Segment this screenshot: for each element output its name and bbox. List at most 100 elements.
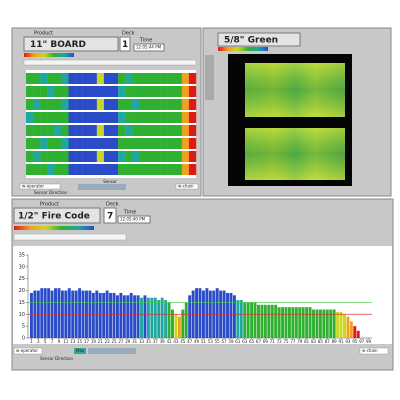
bar	[232, 295, 236, 338]
heat-cell	[125, 138, 133, 149]
scale-strip	[13, 233, 127, 241]
tool-buttons[interactable]	[205, 55, 214, 100]
product-field	[217, 32, 301, 47]
bar	[325, 309, 329, 338]
x-tick-label: 53	[208, 339, 214, 344]
heat-cell	[181, 125, 190, 136]
bar	[298, 307, 302, 338]
heat-cell	[75, 125, 83, 136]
bar	[188, 295, 192, 338]
label: Deck	[122, 31, 135, 37]
y-tick-label: 35	[19, 253, 25, 259]
heat-cell	[118, 138, 126, 149]
heat-cell	[96, 99, 105, 110]
heat-cell	[47, 138, 55, 149]
chain: w-chain	[362, 348, 378, 353]
bar	[91, 292, 95, 338]
heat-cell	[118, 86, 126, 97]
heat-cell	[96, 151, 105, 162]
heat-cell	[68, 138, 76, 149]
x-tick-label: 49	[194, 339, 200, 344]
heat-cell	[33, 112, 41, 123]
toolbar[interactable]	[88, 348, 136, 354]
heat-cell	[139, 86, 147, 97]
x-tick-label: 65	[249, 339, 255, 344]
heat-cell	[40, 138, 48, 149]
bar	[257, 304, 260, 338]
time-value: 12:05:44 PM	[136, 45, 162, 50]
heat-cell	[47, 99, 55, 110]
heat-cell	[111, 73, 119, 84]
bar	[78, 288, 82, 338]
max-button[interactable]	[74, 348, 86, 354]
x-tick-label: 29	[125, 339, 131, 344]
bar	[253, 302, 257, 338]
bar	[339, 311, 343, 338]
bar	[270, 304, 274, 338]
heat-cell	[174, 125, 183, 136]
y-tick-label: 25	[19, 276, 25, 282]
heat-cell	[89, 125, 98, 136]
bar	[129, 292, 133, 338]
heat-cell	[40, 151, 48, 162]
heat-cell	[82, 99, 90, 110]
x-tick-label: 67	[256, 339, 262, 344]
heat-cell	[174, 164, 183, 175]
time-field	[133, 43, 165, 52]
x-tick-label: 75	[283, 339, 289, 344]
heat-cell	[75, 86, 83, 97]
x-tick-label: 45	[180, 339, 186, 344]
heat-cell	[89, 73, 98, 84]
x-tick-label: 91	[338, 339, 344, 344]
bar	[281, 307, 285, 338]
time-field	[117, 215, 151, 224]
bar	[239, 300, 243, 338]
bar	[226, 292, 229, 338]
heat-cell	[54, 73, 62, 84]
heat-cell	[167, 138, 175, 149]
chain-field	[359, 347, 389, 355]
heat-cell	[26, 73, 34, 84]
heat-cell	[82, 86, 90, 97]
heat-cell	[167, 151, 175, 162]
heat-cell	[181, 99, 190, 110]
heat-cell	[111, 151, 119, 162]
heat-cell	[118, 151, 126, 162]
bar	[260, 304, 264, 338]
heat-cell	[181, 112, 190, 123]
heat-cell	[132, 86, 140, 97]
x-tick-label: 13	[70, 339, 76, 344]
x-tick-label: 27	[118, 339, 124, 344]
bar	[356, 330, 360, 338]
bar	[236, 300, 240, 338]
bar	[115, 295, 119, 338]
bar	[353, 326, 357, 338]
bar	[332, 309, 336, 338]
toolbar[interactable]	[78, 184, 126, 190]
bar	[250, 302, 254, 338]
bar	[67, 288, 71, 338]
heat-cell	[146, 86, 154, 97]
x-tick-label: 73	[277, 339, 283, 344]
bar	[308, 307, 312, 338]
heat-cell	[125, 112, 133, 123]
x-tick-label: 3	[37, 339, 40, 344]
heat-cell	[167, 125, 175, 136]
x-tick-label: 21	[98, 339, 104, 344]
heat-cell	[160, 112, 168, 123]
heat-cell	[40, 112, 48, 123]
heat-cell	[68, 86, 76, 97]
x-tick-label: 33	[139, 339, 145, 344]
heat-cell	[54, 138, 62, 149]
deck-field	[103, 207, 117, 224]
heat-cell	[118, 164, 126, 175]
heat-cell	[61, 73, 69, 84]
x-tick-label: 35	[146, 339, 152, 344]
heat-cell	[75, 151, 83, 162]
bar	[274, 304, 278, 338]
heat-cell	[153, 86, 161, 97]
heat-cell	[118, 99, 126, 110]
bar	[177, 316, 181, 338]
heat-cell	[82, 73, 90, 84]
